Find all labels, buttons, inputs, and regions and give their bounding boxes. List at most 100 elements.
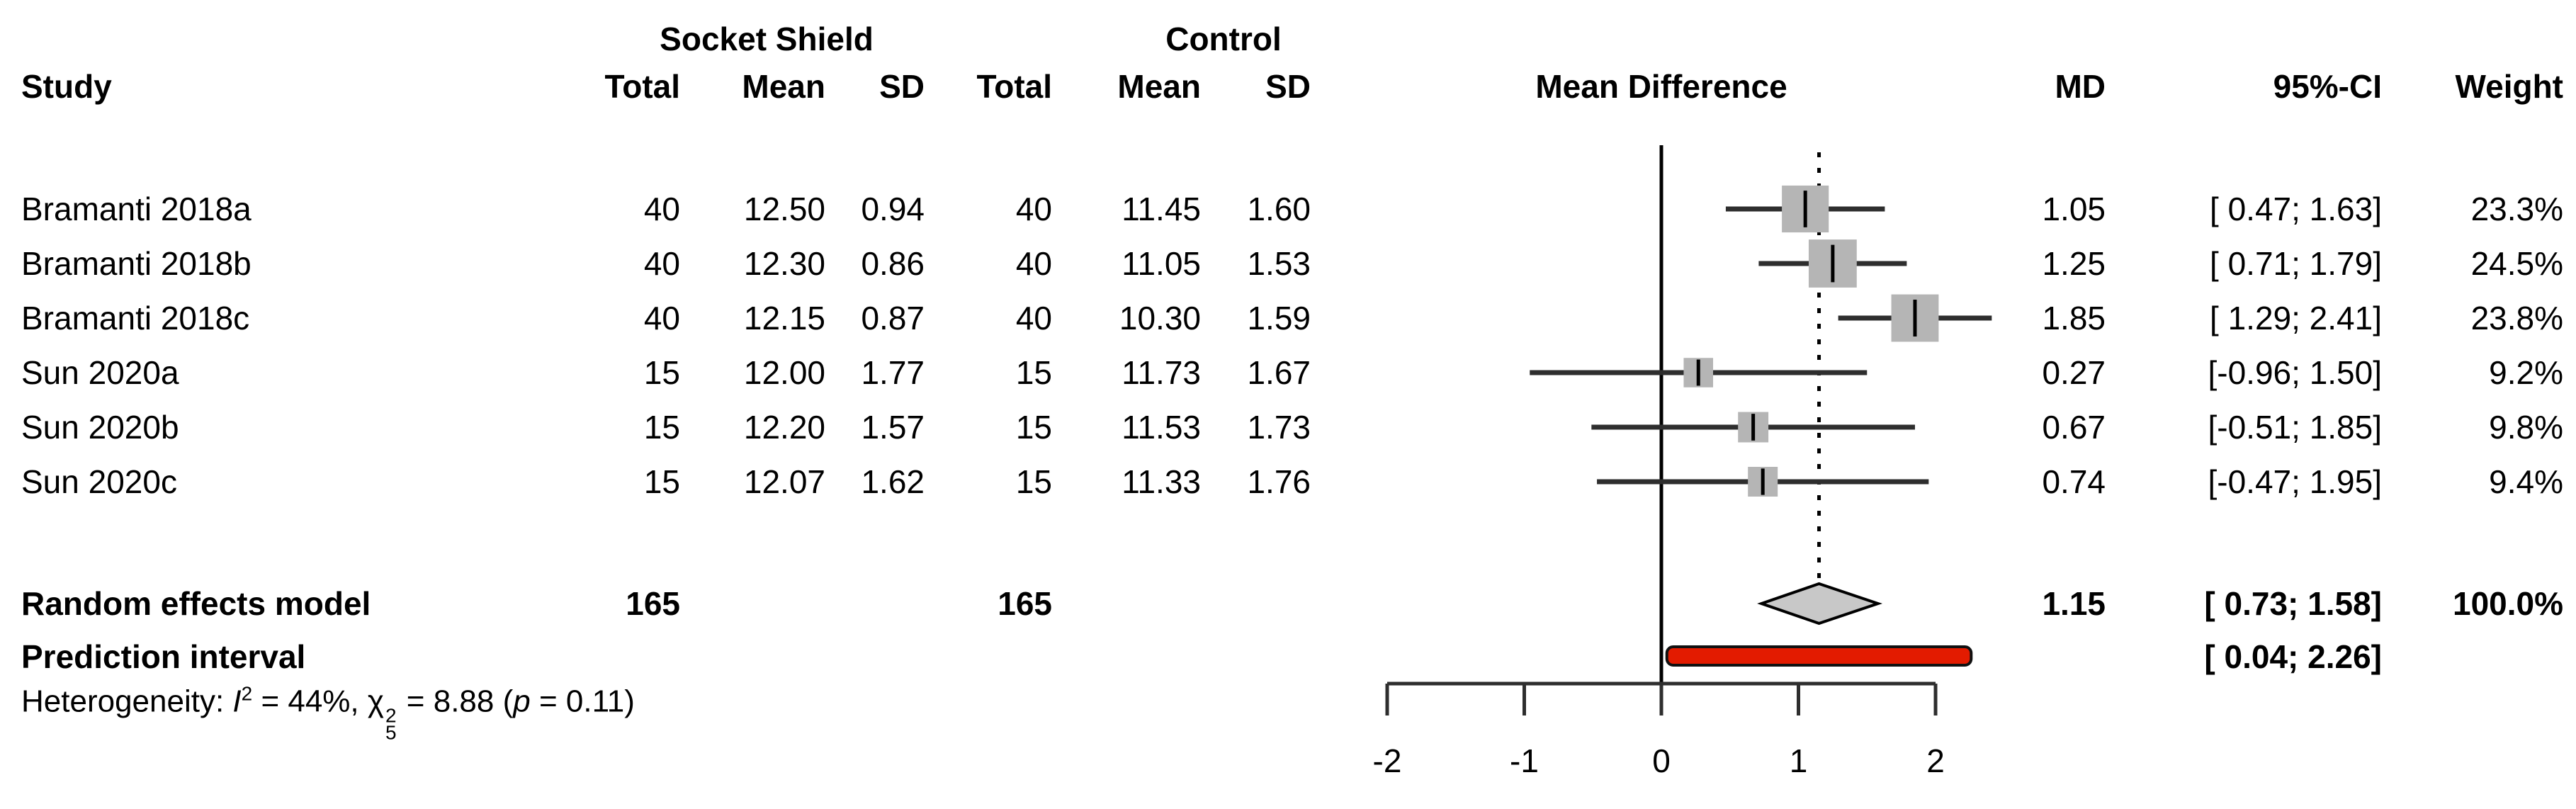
col-header-ci: 95%-CI (2273, 68, 2382, 105)
col-header-ss-sd: SD (879, 68, 925, 105)
het-i-exponent: 2 (241, 682, 253, 705)
col-header-weight: Weight (2455, 68, 2563, 105)
het-p-symbol: p (513, 684, 531, 719)
ss-total-cell: 15 (643, 463, 680, 500)
col-header-ss-total: Total (604, 68, 680, 105)
prediction-interval-bar (1665, 645, 1973, 667)
random-effects-weight: 100.0% (2452, 585, 2563, 622)
het-chi-value: = 8.88 ( (397, 684, 514, 719)
weight-cell: 23.8% (2470, 300, 2563, 336)
het-chi-exponent: 2 (385, 704, 397, 727)
control-total-cell: 15 (1015, 409, 1052, 446)
md-cell: 1.05 (2042, 191, 2106, 227)
ss-sd-cell: 0.94 (861, 191, 925, 227)
ss-total-cell: 40 (643, 245, 680, 282)
random-effects-md: 1.15 (2042, 585, 2106, 622)
x-axis-tick-label: -1 (1510, 742, 1539, 779)
prediction-interval-label: Prediction interval (21, 638, 306, 675)
col-header-control-sd: SD (1265, 68, 1311, 105)
het-prefix: Heterogeneity: (21, 684, 233, 719)
ss-mean-cell: 12.20 (743, 409, 825, 446)
study-label: Bramanti 2018c (21, 300, 250, 336)
random-effects-ss-total: 165 (626, 585, 680, 622)
ss-sd-cell: 0.87 (861, 300, 925, 336)
het-i-value: = 44%, (252, 684, 368, 719)
effect-square (1683, 358, 1714, 387)
study-label: Sun 2020c (21, 463, 177, 500)
weight-cell: 9.4% (2489, 463, 2563, 500)
control-mean-cell: 11.53 (1122, 409, 1201, 446)
prediction-interval-ci: [ 0.04; 2.26] (2204, 638, 2382, 675)
weight-cell: 9.2% (2489, 354, 2563, 391)
weight-cell: 24.5% (2470, 245, 2563, 282)
het-p-value: = 0.11) (530, 684, 635, 719)
control-sd-cell: 1.53 (1247, 245, 1311, 282)
control-mean-cell: 10.30 (1119, 300, 1201, 336)
ci-cell: [-0.47; 1.95] (2208, 463, 2383, 500)
md-cell: 1.85 (2042, 300, 2106, 336)
col-header-ss-mean: Mean (742, 68, 825, 105)
random-effects-label: Random effects model (21, 585, 371, 622)
het-i-symbol: I (232, 684, 242, 719)
x-axis-tick-label: 1 (1790, 742, 1808, 779)
control-mean-cell: 11.45 (1122, 191, 1201, 227)
ci-cell: [ 0.71; 1.79] (2210, 245, 2382, 282)
weight-cell: 9.8% (2489, 409, 2563, 446)
col-header-control-total: Total (976, 68, 1052, 105)
md-cell: 0.74 (2042, 463, 2106, 500)
control-sd-cell: 1.59 (1247, 300, 1311, 336)
random-effects-ci: [ 0.73; 1.58] (2204, 585, 2382, 622)
ss-mean-cell: 12.50 (743, 191, 825, 227)
control-total-cell: 40 (1015, 245, 1052, 282)
control-total-cell: 40 (1015, 191, 1052, 227)
control-sd-cell: 1.73 (1247, 409, 1311, 446)
effect-square (1782, 185, 1829, 233)
col-header-study: Study (21, 68, 112, 105)
ss-sd-cell: 1.62 (861, 463, 925, 500)
control-total-cell: 15 (1015, 463, 1052, 500)
control-total-cell: 15 (1015, 354, 1052, 391)
ci-cell: [-0.96; 1.50] (2208, 354, 2383, 391)
control-sd-cell: 1.76 (1247, 463, 1311, 500)
ss-total-cell: 15 (643, 409, 680, 446)
control-sd-cell: 1.60 (1247, 191, 1311, 227)
md-cell: 0.27 (2042, 354, 2106, 391)
ci-cell: [ 1.29; 2.41] (2210, 300, 2382, 336)
random-effects-control-total: 165 (998, 585, 1052, 622)
ss-sd-cell: 0.86 (861, 245, 925, 282)
control-mean-cell: 11.05 (1122, 245, 1201, 282)
effect-square (1738, 412, 1769, 443)
control-total-cell: 40 (1015, 300, 1052, 336)
het-chi-symbol: χ (367, 684, 384, 719)
x-axis-tick-label: 2 (1926, 742, 1945, 779)
ci-cell: [ 0.47; 1.63] (2210, 191, 2382, 227)
control-mean-cell: 11.33 (1122, 463, 1201, 500)
ss-sd-cell: 1.57 (861, 409, 925, 446)
study-label: Sun 2020b (21, 409, 179, 446)
ss-mean-cell: 12.07 (743, 463, 825, 500)
x-axis-tick-label: 0 (1652, 742, 1671, 779)
pooled-diamond (1757, 582, 1883, 626)
col-header-control-mean: Mean (1117, 68, 1201, 105)
study-label: Sun 2020a (21, 354, 179, 391)
study-label: Bramanti 2018b (21, 245, 252, 282)
ss-total-cell: 40 (643, 300, 680, 336)
ss-sd-cell: 1.77 (861, 354, 925, 391)
control-sd-cell: 1.67 (1247, 354, 1311, 391)
ci-cell: [-0.51; 1.85] (2208, 409, 2383, 446)
group-header-socket-shield: Socket Shield (660, 21, 874, 57)
md-cell: 1.25 (2042, 245, 2106, 282)
ss-total-cell: 15 (643, 354, 680, 391)
study-label: Bramanti 2018a (21, 191, 252, 227)
ss-mean-cell: 12.15 (743, 300, 825, 336)
control-mean-cell: 11.73 (1122, 354, 1201, 391)
effect-square (1808, 239, 1857, 288)
col-header-md: MD (2055, 68, 2106, 105)
weight-cell: 23.3% (2470, 191, 2563, 227)
ss-total-cell: 40 (643, 191, 680, 227)
het-chi-df: 5 (385, 721, 397, 744)
effect-square (1748, 466, 1778, 497)
